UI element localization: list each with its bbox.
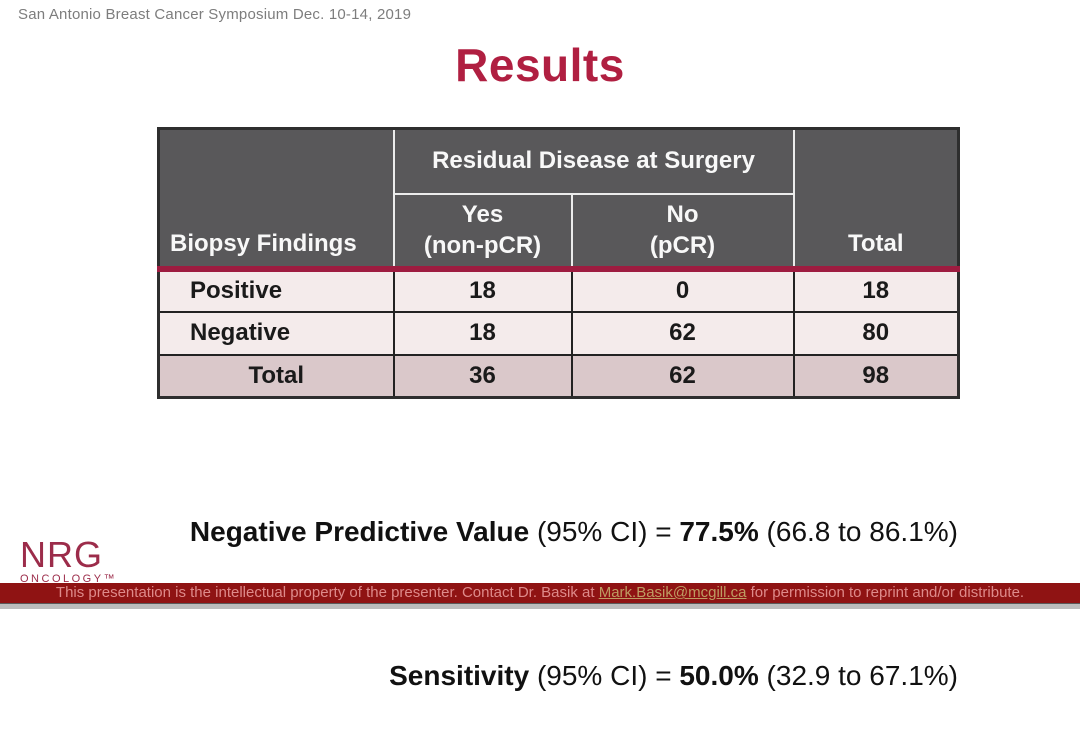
- cell-total-yes: 36: [392, 353, 573, 399]
- footer-bar: This presentation is the intellectual pr…: [0, 583, 1080, 603]
- row-label-total: Total: [157, 353, 395, 399]
- col-header-biopsy-findings: Biopsy Findings: [157, 127, 395, 269]
- table-row-total: Total 36 62 98: [157, 353, 960, 399]
- footer-text-after: for permission to reprint and/or distrib…: [746, 584, 1025, 601]
- group-header-residual-disease: Residual Disease at Surgery: [392, 127, 795, 194]
- col-header-no-pcr: No (pCR): [570, 192, 795, 269]
- stats-block: Negative Predictive Value (95% CI) = 77.…: [190, 412, 958, 748]
- nrg-logo-subtitle: ONCOLOGY™: [20, 573, 118, 585]
- npv-label: Negative Predictive Value: [189, 516, 530, 547]
- sensitivity-value: 50.0%: [679, 660, 759, 691]
- nrg-oncology-logo: NRG ONCOLOGY™: [20, 534, 118, 586]
- cell-negative-no: 62: [570, 310, 795, 356]
- col-header-yes-line2: (non-pCR): [423, 232, 542, 259]
- sensitivity-ci-range: (32.9 to 67.1%): [758, 660, 958, 691]
- npv-value: 77.5%: [679, 516, 759, 547]
- col-header-total: Total: [792, 127, 960, 269]
- cell-positive-yes: 18: [392, 265, 573, 313]
- npv-ci-prefix: (95% CI) =: [529, 516, 680, 547]
- row-label-positive: Positive: [157, 265, 395, 313]
- npv-line: Negative Predictive Value (95% CI) = 77.…: [190, 508, 958, 556]
- npv-ci-range: (66.8 to 86.1%): [758, 516, 958, 547]
- table-row-negative: Negative 18 62 80: [157, 310, 960, 356]
- results-table: Biopsy Findings Residual Disease at Surg…: [157, 127, 961, 399]
- page-title: Results: [455, 39, 625, 91]
- cell-positive-no: 0: [570, 265, 795, 313]
- sensitivity-line: Sensitivity (95% CI) = 50.0% (32.9 to 67…: [190, 652, 958, 700]
- col-header-no-line1: No: [666, 200, 699, 228]
- cell-negative-yes: 18: [392, 310, 573, 356]
- table-row-positive: Positive 18 0 18: [157, 265, 960, 313]
- sensitivity-label: Sensitivity: [389, 660, 530, 691]
- row-label-negative: Negative: [157, 310, 395, 356]
- col-header-yes-line1: Yes: [461, 200, 504, 228]
- bottom-strip: [0, 603, 1080, 609]
- col-header-no-line2: (pCR): [649, 232, 716, 259]
- nrg-logo-text: NRG: [20, 534, 103, 575]
- cell-negative-total: 80: [792, 310, 960, 356]
- cell-total-total: 98: [792, 353, 960, 399]
- symposium-header: San Antonio Breast Cancer Symposium Dec.…: [18, 6, 412, 23]
- footer-text-before: This presentation is the intellectual pr…: [55, 584, 599, 601]
- col-header-yes-non-pcr: Yes (non-pCR): [392, 192, 573, 269]
- email-link[interactable]: Mark.Basik@mcgill.ca: [598, 584, 747, 601]
- cell-total-no: 62: [570, 353, 795, 399]
- sensitivity-ci-prefix: (95% CI) =: [529, 660, 680, 691]
- cell-positive-total: 18: [792, 265, 960, 313]
